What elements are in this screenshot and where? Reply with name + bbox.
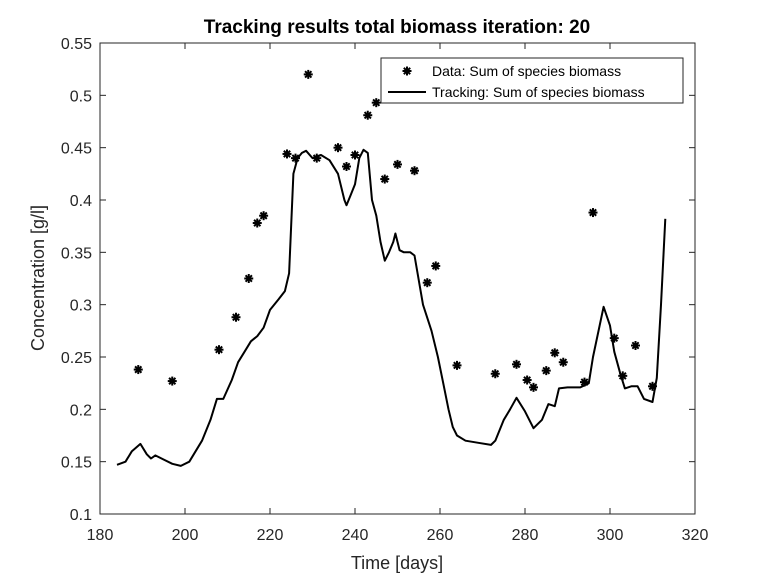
y-axis-label: Concentration [g/l] xyxy=(28,205,48,351)
y-tick-label: 0.5 xyxy=(70,88,92,105)
legend-box xyxy=(380,57,684,104)
x-tick-label: 240 xyxy=(342,527,369,544)
data-point xyxy=(529,382,538,392)
data-point xyxy=(588,208,598,218)
chart-title: Tracking results total biomass iteration… xyxy=(204,17,590,38)
data-point xyxy=(512,359,521,369)
data-point xyxy=(490,369,500,379)
data-point xyxy=(363,110,373,120)
data-point xyxy=(231,312,241,322)
data-point xyxy=(522,375,532,385)
data-point xyxy=(167,376,177,386)
y-tick-label: 0.3 xyxy=(70,298,92,315)
data-point xyxy=(431,261,441,271)
x-tick-label: 300 xyxy=(597,527,624,544)
data-point xyxy=(259,211,269,221)
data-point xyxy=(550,348,560,358)
data-point xyxy=(648,381,657,391)
data-point xyxy=(580,377,589,387)
data-point xyxy=(422,278,432,288)
data-point xyxy=(618,371,628,381)
data-point xyxy=(393,159,402,169)
x-tick-label: 280 xyxy=(512,527,539,544)
legend-label-tracking: Tracking: Sum of species biomass xyxy=(432,84,645,100)
x-tick-label: 320 xyxy=(682,527,709,544)
y-tick-label: 0.25 xyxy=(61,350,92,367)
y-tick-label: 0.15 xyxy=(61,455,92,472)
ticks: 180 200 220 240 260 280 300 320 0.1 0.15 0.2 0.25 0.… xyxy=(61,36,709,544)
data-point xyxy=(371,98,381,108)
data-point xyxy=(312,153,322,163)
x-tick-label: 200 xyxy=(172,527,199,544)
y-tick-label: 0.4 xyxy=(70,193,92,210)
legend-marker-data xyxy=(402,66,412,76)
data-point xyxy=(558,357,568,367)
data-point xyxy=(380,174,390,184)
x-axis-label: Time [days] xyxy=(351,553,443,573)
data-point xyxy=(333,143,343,153)
legend: Data: Sum of species biomass Tracking: S… xyxy=(380,57,684,104)
data-point xyxy=(410,166,419,176)
data-point xyxy=(214,345,224,355)
y-tick-label: 0.55 xyxy=(61,36,92,53)
data-point xyxy=(252,218,262,228)
data-point xyxy=(244,274,254,283)
x-tick-label: 180 xyxy=(87,527,114,544)
data-point xyxy=(342,162,351,172)
plot-area xyxy=(100,43,695,514)
data-point xyxy=(133,365,143,375)
data-point xyxy=(452,360,462,370)
axes-box xyxy=(99,42,696,515)
data-point xyxy=(350,150,360,160)
tracking-line xyxy=(116,148,667,467)
data-point xyxy=(609,333,619,343)
x-tick-label: 260 xyxy=(427,527,454,544)
data-point xyxy=(282,149,292,159)
data-layer xyxy=(116,69,667,467)
y-tick-label: 0.1 xyxy=(70,507,92,524)
y-tick-label: 0.35 xyxy=(61,245,92,262)
x-tick-label: 220 xyxy=(257,527,284,544)
data-point xyxy=(303,69,313,79)
data-point xyxy=(631,340,640,350)
legend-asterisk xyxy=(402,66,412,76)
data-point xyxy=(541,366,551,376)
y-tick-label: 0.2 xyxy=(70,402,92,419)
y-tick-label: 0.45 xyxy=(61,141,92,158)
legend-label-data: Data: Sum of species biomass xyxy=(432,63,621,79)
data-point xyxy=(291,153,300,163)
axes xyxy=(99,42,696,515)
